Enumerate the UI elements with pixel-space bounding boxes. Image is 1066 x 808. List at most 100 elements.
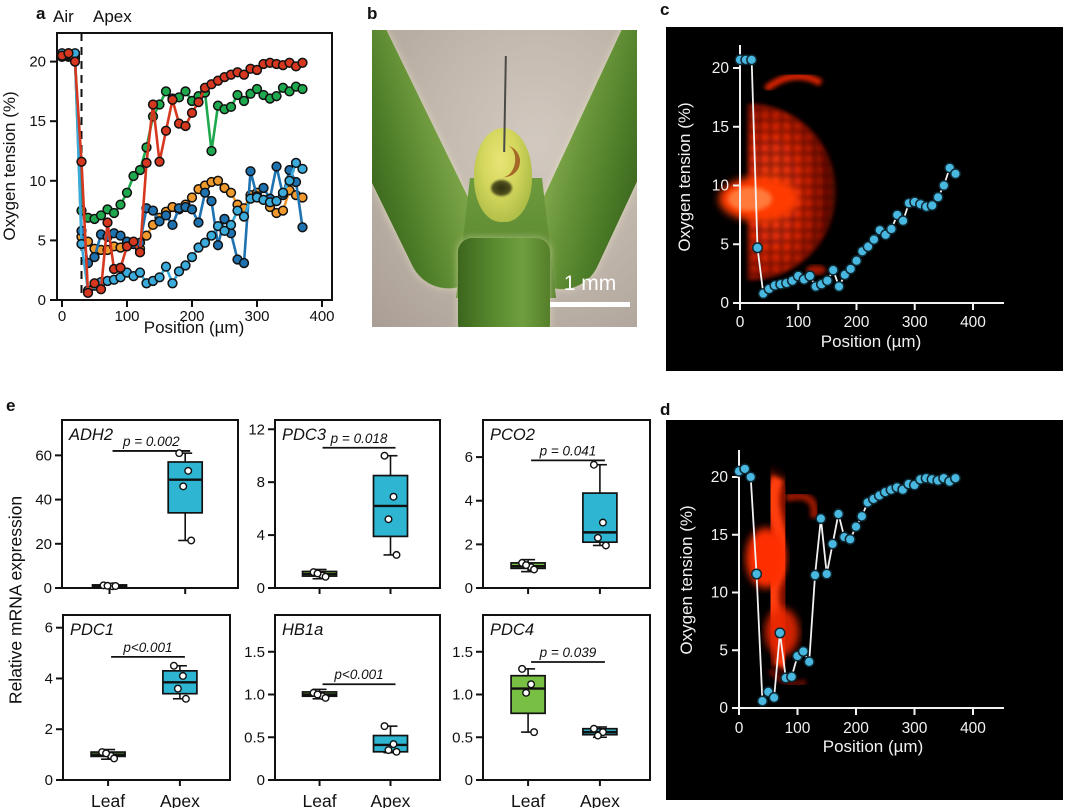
x-axis-label: Position (µm) <box>144 318 244 337</box>
y-axis-label: Oxygen tension (%) <box>0 91 19 240</box>
box-leaf <box>510 664 546 737</box>
box-leaf <box>91 581 128 591</box>
x-tick-label: 100 <box>785 720 811 737</box>
panel-d: d 0 100 200 300 400 0 5 10 15 20 Position (µm) Oxyg… <box>659 398 1066 808</box>
y-tick-label: 0.5 <box>452 729 473 746</box>
fluorescence-profile-chart-1: 0 100 200 300 400 0 5 10 15 20 Position (µm) Oxygen… <box>666 27 1063 371</box>
x-axis-label: Position (µm) <box>823 737 923 756</box>
y-tick-label: 8 <box>257 474 265 491</box>
boxplot-pco2: 0 2 4 6 PCO2 p = 0.041 <box>465 419 651 597</box>
category-label: Leaf <box>91 791 125 808</box>
box-apex <box>582 724 618 740</box>
y-tick-label: 0 <box>45 772 53 789</box>
box-leaf <box>90 748 126 763</box>
box-leaf <box>301 568 338 581</box>
category-label: Apex <box>580 791 620 808</box>
boxplot-adh2: 0 20 40 60 ADH2 p = 0.002 <box>35 419 239 597</box>
x-tick-label: 100 <box>785 314 811 331</box>
p-value-label: p = 0.039 <box>539 645 597 660</box>
boxplot-pdc1: 0 2 4 6 Leaf Apex PDC1 p<0.001 <box>45 614 231 808</box>
box-leaf <box>301 688 338 702</box>
boxplot-hb1a: 0 0.5 1.0 1.5 Leaf Apex HB1a p<0.001 <box>244 614 441 808</box>
y-tick-label: 0 <box>38 292 46 309</box>
category-label: Apex <box>371 791 411 808</box>
p-value-label: p = 0.002 <box>122 434 180 449</box>
x-tick-label: 300 <box>902 314 928 331</box>
y-tick-label: 10 <box>712 178 730 195</box>
x-tick-label: 100 <box>114 308 139 325</box>
category-label: Apex <box>160 791 200 808</box>
x-tick-label: 300 <box>902 720 928 737</box>
y-tick-label: 60 <box>35 447 52 464</box>
series-oxygen-profile-meristem-1 <box>734 54 962 300</box>
apex-bud <box>474 128 532 222</box>
y-tick-label: 0.5 <box>244 729 265 746</box>
y-tick-label: 5 <box>38 232 46 249</box>
x-axis-label: Position (µm) <box>821 332 921 351</box>
x-tick-label: 400 <box>960 720 986 737</box>
panel-a-label: a <box>36 4 46 23</box>
plot-frame <box>61 419 239 589</box>
y-tick-label: 4 <box>45 670 53 687</box>
box-apex <box>162 661 198 703</box>
panel-b-label: b <box>367 4 378 23</box>
axes: 0 100 200 300 400 0 5 10 15 20 Position (µm) Oxygen… <box>677 450 1004 756</box>
air-label: Air <box>53 7 74 26</box>
panel-e: e Relative mRNA expression 0 20 40 60 ADH2 p … <box>0 396 660 808</box>
y-tick-label: 5 <box>720 236 729 253</box>
gene-title: PDC1 <box>70 621 114 639</box>
panel-a: a Air Apex 0 100 200 300 400 0 5 10 15 20 Position… <box>0 0 356 345</box>
x-tick-label: 0 <box>58 308 66 325</box>
gene-title: PDC4 <box>490 621 534 639</box>
panel-c-label: c <box>660 0 670 19</box>
series-oxygen-profile-meristem-2 <box>733 463 962 707</box>
y-tick-label: 10 <box>29 173 46 190</box>
panel-d-label: d <box>660 400 671 419</box>
x-tick-label: 200 <box>844 314 870 331</box>
x-tick-label: 400 <box>309 308 334 325</box>
y-tick-label: 0 <box>465 580 473 597</box>
category-label: Leaf <box>511 791 545 808</box>
x-tick-label: 200 <box>843 720 869 737</box>
y-tick-label: 0 <box>720 295 729 312</box>
x-tick-label: 0 <box>735 720 744 737</box>
y-tick-label: 20 <box>35 536 52 553</box>
plot-frame <box>274 614 441 781</box>
plot-frame <box>482 614 651 781</box>
y-tick-label: 1.5 <box>452 644 473 661</box>
meristem-spot <box>491 180 512 196</box>
y-tick-label: 10 <box>711 585 729 602</box>
series-replicate-red <box>56 48 308 298</box>
apex-label: Apex <box>93 7 132 26</box>
y-tick-label: 0 <box>257 580 265 597</box>
y-tick-label: 0 <box>257 772 265 789</box>
p-value-label: p = 0.018 <box>330 431 388 446</box>
box-apex <box>582 460 618 550</box>
y-tick-label: 1.0 <box>244 687 265 704</box>
boxplot-grid: 0 20 40 60 ADH2 p = 0.002 0 4 8 12 PDC3 p = 0.018 0 2… <box>0 396 660 808</box>
fluorescence-profile-chart-2: 0 100 200 300 400 0 5 10 15 20 Position (µm) Oxygen… <box>666 420 1063 800</box>
panel-e-label: e <box>6 396 16 415</box>
x-tick-label: 400 <box>960 314 986 331</box>
scale-bar <box>550 302 630 307</box>
y-tick-label: 15 <box>711 527 728 544</box>
y-tick-label: 4 <box>257 527 265 544</box>
box-apex <box>372 722 409 756</box>
p-value-label: p<0.001 <box>122 640 172 655</box>
oxygen-profiles-chart: 0 100 200 300 400 0 5 10 15 20 Position (µm) Oxygen… <box>0 32 335 337</box>
boxplot-pdc3: 0 4 8 12 PDC3 p = 0.018 <box>248 419 441 597</box>
y-tick-label: 2 <box>465 536 473 553</box>
y-tick-label: 15 <box>712 119 729 136</box>
y-tick-label: 20 <box>29 54 46 71</box>
axes: 0 100 200 300 400 0 5 10 15 20 Position (µm) Oxygen… <box>0 32 335 337</box>
gene-title: ADH2 <box>68 426 113 444</box>
panel-d-background <box>666 420 1063 800</box>
p-value-label: p = 0.041 <box>539 443 597 458</box>
y-tick-label: 6 <box>465 449 473 466</box>
x-tick-label: 300 <box>244 308 269 325</box>
shoot-apex-photo: 1 mm <box>372 30 637 327</box>
gene-title: PCO2 <box>490 426 535 444</box>
y-tick-label: 5 <box>719 642 728 659</box>
y-axis-label: Oxygen tension (%) <box>675 102 694 251</box>
